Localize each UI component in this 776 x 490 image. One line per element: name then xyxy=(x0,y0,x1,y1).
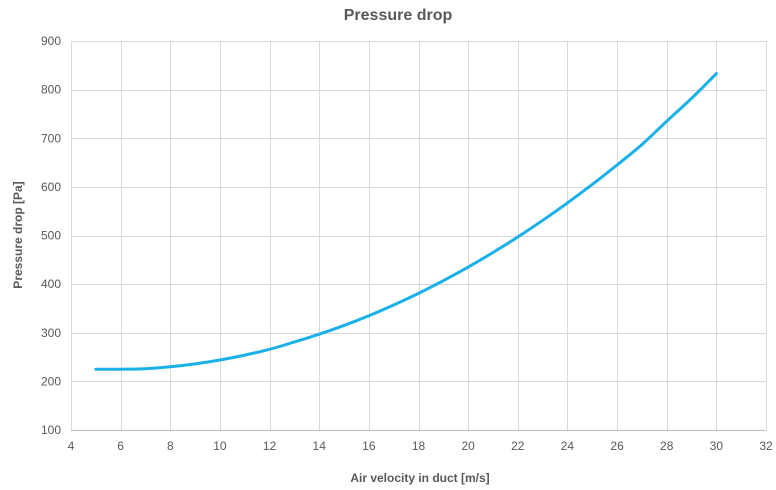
tick-label-layer: 4 6 8 10 12 14 16 18 20 22 24 26 28 30 32 100 200 300 400 5… xyxy=(41,34,773,453)
chart-title: Pressure drop xyxy=(344,7,453,24)
x-tick-label: 18 xyxy=(412,439,426,453)
y-tick-label: 100 xyxy=(41,423,61,437)
y-tick-label: 500 xyxy=(41,229,61,243)
x-tick-label: 16 xyxy=(362,439,376,453)
x-tick-label: 10 xyxy=(213,439,227,453)
x-tick-label: 14 xyxy=(313,439,327,453)
pressure-drop-series-line xyxy=(94,72,718,371)
y-axis-title: Pressure drop [Pa] xyxy=(11,181,25,288)
x-tick-label: 20 xyxy=(461,439,475,453)
x-tick-label: 26 xyxy=(610,439,624,453)
x-tick-label: 8 xyxy=(167,439,174,453)
x-tick-label: 6 xyxy=(117,439,124,453)
x-tick-label: 30 xyxy=(710,439,724,453)
x-tick-label: 12 xyxy=(263,439,277,453)
x-axis-title: Air velocity in duct [m/s] xyxy=(350,471,489,485)
x-tick-label: 4 xyxy=(68,439,75,453)
y-tick-label: 600 xyxy=(41,180,61,194)
x-tick-label: 24 xyxy=(561,439,575,453)
series-layer xyxy=(94,72,718,371)
x-tick-label: 32 xyxy=(759,439,773,453)
y-tick-label: 300 xyxy=(41,326,61,340)
y-tick-label: 200 xyxy=(41,374,61,388)
x-tick-label: 28 xyxy=(660,439,674,453)
y-tick-label: 400 xyxy=(41,277,61,291)
y-tick-label: 700 xyxy=(41,131,61,145)
x-tick-label: 22 xyxy=(511,439,525,453)
y-tick-label: 800 xyxy=(41,83,61,97)
grid-layer xyxy=(71,41,767,430)
y-tick-label: 900 xyxy=(41,34,61,48)
